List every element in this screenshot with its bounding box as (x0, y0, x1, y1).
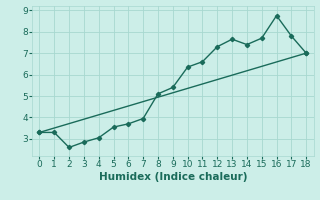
X-axis label: Humidex (Indice chaleur): Humidex (Indice chaleur) (99, 172, 247, 182)
